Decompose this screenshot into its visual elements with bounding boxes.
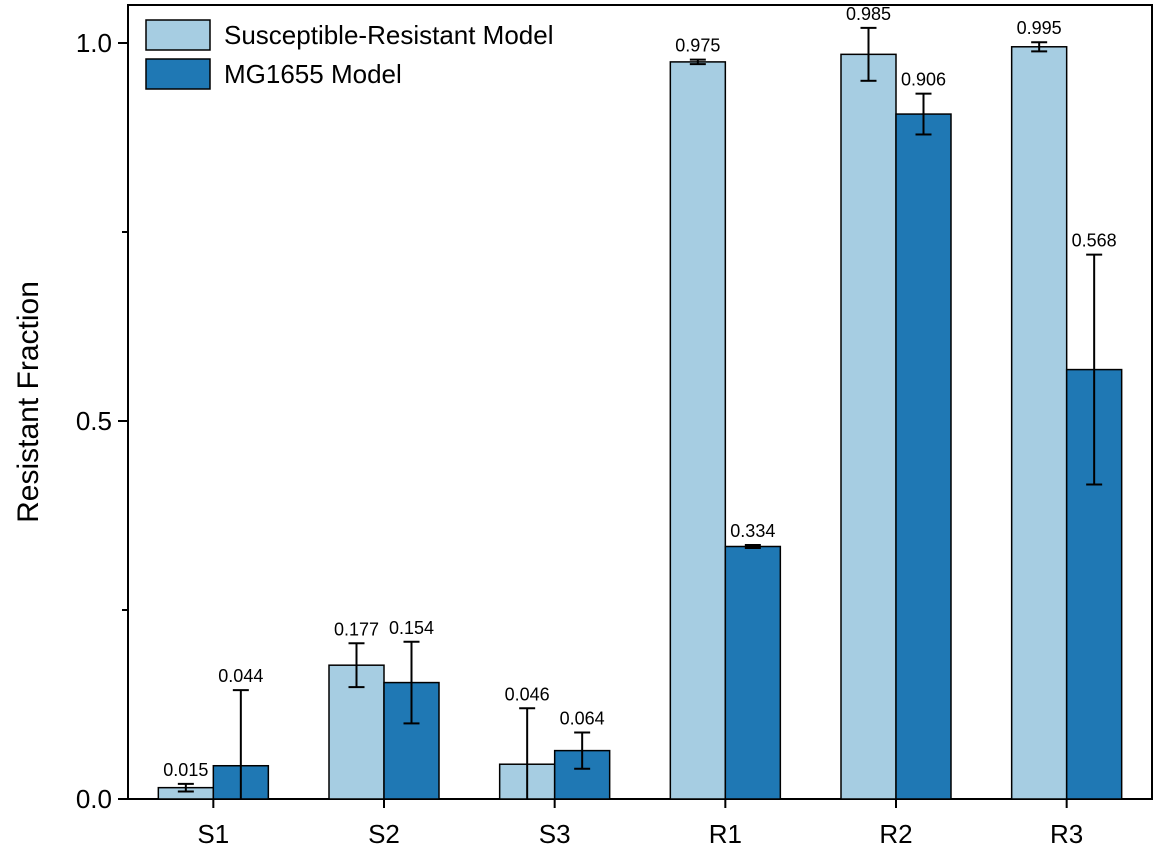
data-label-s2-series-1: 0.177 <box>334 619 379 639</box>
data-label-r1-series-1: 0.975 <box>675 36 720 56</box>
bar-r2-series-2 <box>895 113 952 800</box>
x-tick-label-r3: R3 <box>1050 819 1083 849</box>
data-label-r2-series-1: 0.985 <box>846 4 891 24</box>
data-label-s1-series-1: 0.015 <box>163 760 208 780</box>
plot-area: 0.0 0.5 1.0 S1 0.015 0.044 S2 0.177 0.154 S3 0.046… <box>76 4 1153 849</box>
bar-r1-series-1 <box>669 61 727 800</box>
y-tick-label: 0.5 <box>76 406 112 436</box>
bar-r2-series-1 <box>840 53 897 800</box>
y-tick-label: 0.0 <box>76 784 112 814</box>
y-tick-label: 1.0 <box>76 28 112 58</box>
data-label-s3-series-2: 0.064 <box>560 708 605 728</box>
legend: Susceptible-Resistant Model MG1655 Model <box>145 19 554 90</box>
legend-label-1: Susceptible-Resistant Model <box>224 20 554 50</box>
x-tick-label-s1: S1 <box>197 819 229 849</box>
x-tick-label-r2: R2 <box>879 819 912 849</box>
bar-r3-series-1 <box>1010 46 1068 800</box>
y-axis-title: Resistant Fraction <box>12 281 45 523</box>
x-tick-label-s2: S2 <box>368 819 400 849</box>
data-label-s1-series-2: 0.044 <box>218 666 263 686</box>
data-label-s3-series-1: 0.046 <box>505 684 550 704</box>
legend-label-2: MG1655 Model <box>224 59 402 89</box>
plot-frame <box>127 4 1153 800</box>
x-tick-label-r1: R1 <box>709 819 742 849</box>
data-label-r2-series-2: 0.906 <box>901 70 946 90</box>
data-label-s2-series-2: 0.154 <box>389 618 434 638</box>
bar-r1-series-2 <box>724 545 782 800</box>
data-label-r3-series-2: 0.568 <box>1072 231 1117 251</box>
data-label-r1-series-2: 0.334 <box>730 521 775 541</box>
legend-swatch-2 <box>145 58 211 90</box>
data-label-r3-series-1: 0.995 <box>1017 18 1062 38</box>
x-tick-label-s3: S3 <box>539 819 571 849</box>
legend-swatch-1 <box>145 19 211 51</box>
